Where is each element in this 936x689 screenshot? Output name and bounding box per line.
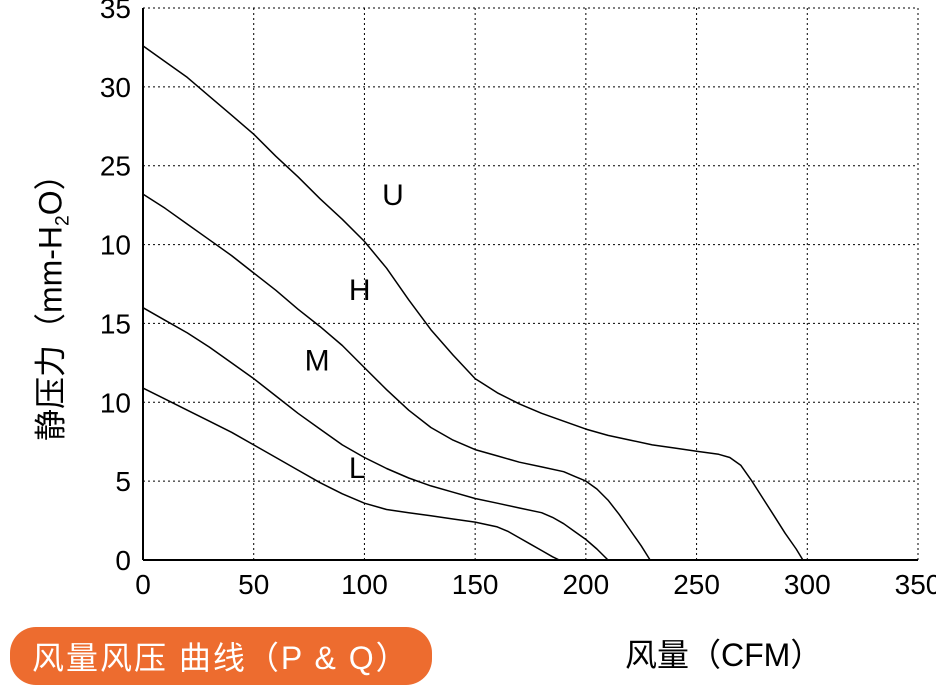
x-tick-label: 100 bbox=[341, 569, 388, 600]
x-axis-label-text: 风量（CFM） bbox=[625, 637, 822, 673]
x-tick-label: 350 bbox=[895, 569, 936, 600]
fan-curve-chart: 0 50 100 150 200 250 300 350 0 5 10 15 10 25 30 35 U H M L bbox=[0, 0, 936, 610]
x-tick-label: 300 bbox=[784, 569, 831, 600]
series-label-M: M bbox=[305, 345, 330, 378]
y-tick-label: 30 bbox=[100, 72, 131, 103]
series-M bbox=[143, 308, 608, 560]
title-badge-text: 风量风压 曲线（P & Q） bbox=[32, 640, 410, 676]
series-label-U: U bbox=[382, 179, 404, 212]
series-label-L: L bbox=[349, 452, 366, 485]
x-tick-label: 50 bbox=[238, 569, 269, 600]
y-tick-label: 25 bbox=[100, 151, 131, 182]
series-U bbox=[143, 46, 803, 560]
y-tick-label: 35 bbox=[100, 0, 131, 24]
x-axis-label: 风量（CFM） bbox=[625, 630, 822, 676]
title-badge: 风量风压 曲线（P & Q） bbox=[10, 627, 432, 685]
y-tick-label: 0 bbox=[115, 545, 131, 576]
y-tick-label: 5 bbox=[115, 466, 131, 497]
x-tick-label: 150 bbox=[452, 569, 499, 600]
series-label-H: H bbox=[349, 274, 371, 307]
y-tick-label: 10 bbox=[100, 230, 131, 261]
series-H bbox=[143, 194, 650, 560]
y-tick-label: 15 bbox=[100, 308, 131, 339]
x-tick-label: 250 bbox=[673, 569, 720, 600]
x-tick-label: 0 bbox=[135, 569, 151, 600]
y-tick-label: 10 bbox=[100, 387, 131, 418]
x-tick-label: 200 bbox=[562, 569, 609, 600]
